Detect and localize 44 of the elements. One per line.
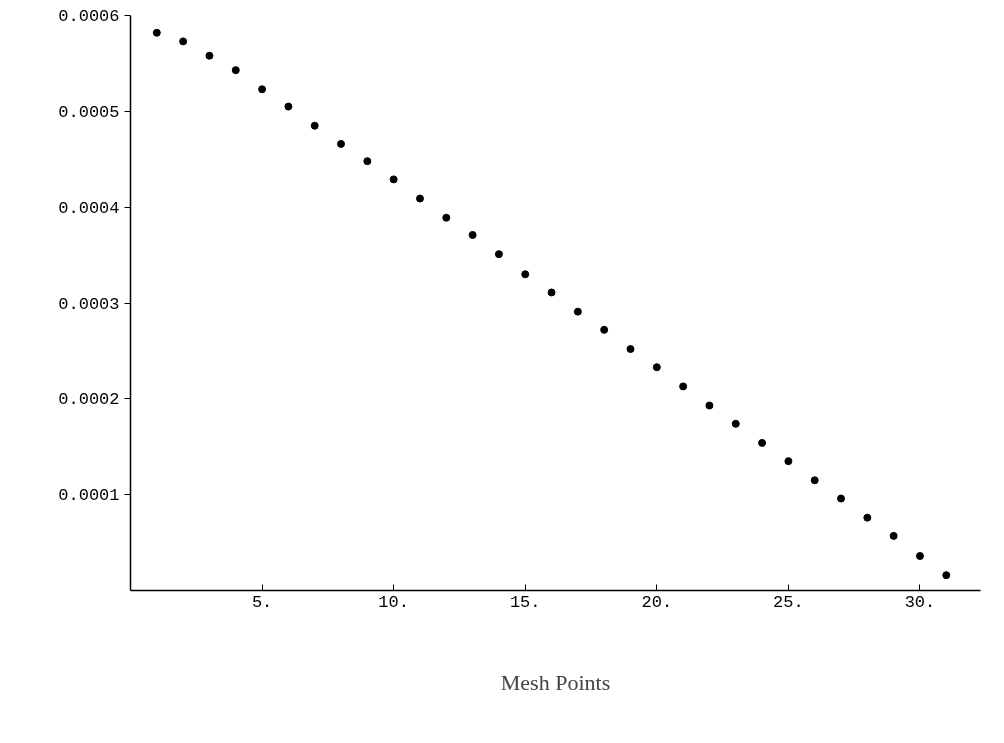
point bbox=[547, 288, 556, 297]
point bbox=[284, 102, 293, 111]
point bbox=[179, 37, 188, 46]
y-tick-label: 0.0003 bbox=[58, 294, 120, 314]
y-tick-label: 0.0005 bbox=[58, 102, 120, 122]
x-tick-label: 25. bbox=[773, 592, 804, 612]
point bbox=[600, 325, 609, 334]
point bbox=[258, 85, 267, 94]
point bbox=[442, 213, 451, 222]
point bbox=[337, 139, 346, 148]
x-tick-label: 20. bbox=[641, 592, 673, 612]
x-axis-title: Mesh Points bbox=[500, 669, 611, 695]
point bbox=[863, 513, 872, 522]
point bbox=[679, 382, 688, 391]
point bbox=[152, 28, 161, 37]
point bbox=[415, 194, 424, 203]
point bbox=[626, 345, 635, 353]
point bbox=[231, 66, 240, 75]
point bbox=[889, 531, 898, 540]
point bbox=[363, 157, 372, 166]
x-tick-label: 5. bbox=[251, 592, 273, 612]
x-tick-label: 30. bbox=[904, 592, 936, 612]
point bbox=[784, 457, 793, 466]
point bbox=[705, 401, 714, 410]
x-tick-label: 10. bbox=[378, 592, 409, 612]
point bbox=[573, 307, 582, 316]
point bbox=[494, 250, 503, 259]
y-tick-label: 0.0002 bbox=[58, 390, 120, 410]
x-tick-label: 15. bbox=[509, 592, 541, 612]
y-tick-label: 0.0004 bbox=[58, 198, 120, 218]
point bbox=[652, 363, 661, 372]
point bbox=[389, 175, 398, 184]
point bbox=[205, 51, 214, 60]
point bbox=[942, 571, 951, 580]
point bbox=[468, 230, 477, 239]
point bbox=[731, 419, 740, 428]
point bbox=[758, 438, 767, 447]
point bbox=[310, 121, 319, 130]
point bbox=[837, 494, 846, 503]
y-tick-label: 0.0001 bbox=[58, 486, 120, 506]
point bbox=[810, 476, 819, 485]
y-tick-label: 0.0006 bbox=[58, 7, 120, 26]
point bbox=[915, 552, 924, 560]
point bbox=[521, 270, 530, 279]
